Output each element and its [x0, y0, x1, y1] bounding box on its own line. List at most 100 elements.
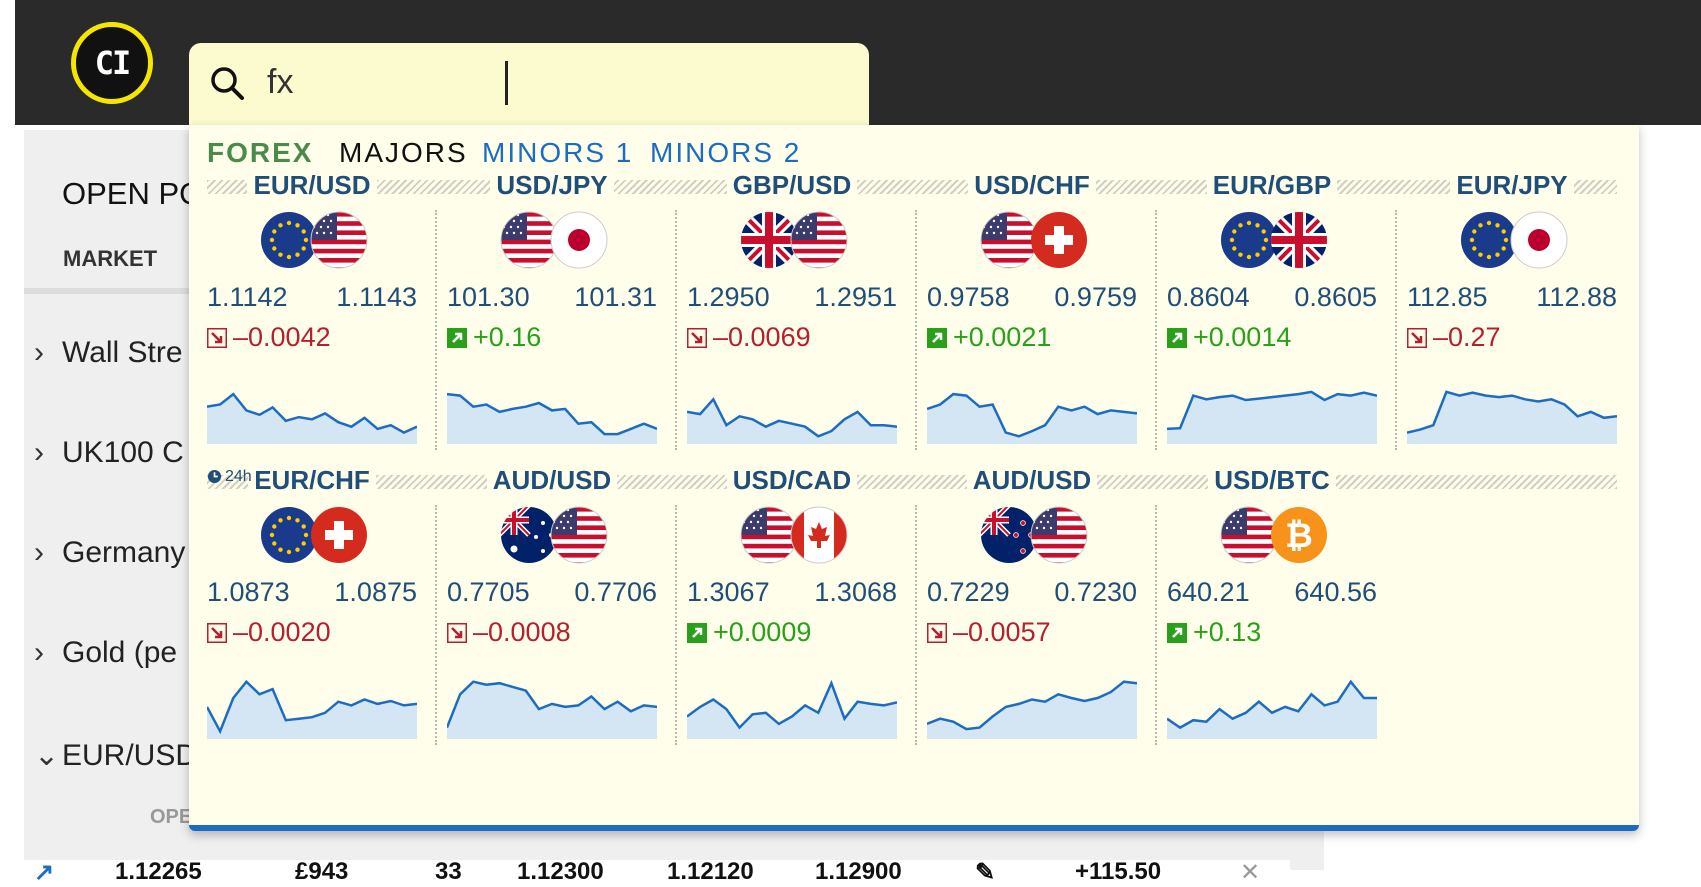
sparkline-area: [1167, 681, 1377, 739]
ask-price[interactable]: 1.1143: [336, 282, 417, 312]
sparkline-chart: [1167, 390, 1377, 444]
market-card[interactable]: 1.0873 1.0875 –0.0020: [207, 505, 417, 745]
hatch-divider: [207, 180, 1617, 194]
position-row[interactable]: › Gold (pe: [34, 636, 178, 669]
sparkline-chart: [447, 392, 657, 444]
market-name[interactable]: AUD/USD: [927, 465, 1137, 496]
sparkline-chart: [927, 680, 1137, 739]
ask-price[interactable]: 0.9759: [1054, 282, 1137, 312]
currency-flags: [979, 505, 1089, 565]
tab-forex[interactable]: FOREX: [207, 137, 314, 168]
tab-majors[interactable]: MAJORS: [339, 137, 468, 168]
market-name[interactable]: USD/CHF: [927, 170, 1137, 201]
uk-flag-icon: [1269, 210, 1329, 270]
ask-price[interactable]: 1.3068: [814, 577, 897, 607]
market-name-label: EUR/CHF: [248, 465, 376, 495]
edit-icon[interactable]: ✎: [975, 859, 996, 886]
tab-minors-2[interactable]: MINORS 2: [650, 137, 802, 168]
column-header-market: MARKET: [63, 246, 158, 271]
sparkline-area: [207, 394, 417, 444]
ask-price[interactable]: 0.7706: [574, 577, 657, 607]
price-change: –0.0057: [927, 617, 1051, 648]
position-row-expanded[interactable]: ⌄EUR/USD: [34, 739, 198, 772]
ask-price[interactable]: 1.0875: [334, 577, 417, 607]
us-flag-icon: [549, 505, 609, 565]
bid-price[interactable]: 1.3067: [687, 577, 770, 607]
market-card[interactable]: 640.21 640.56 +0.13: [1155, 505, 1377, 745]
market-name[interactable]: USD/BTC: [1167, 465, 1377, 496]
tab-minors-1[interactable]: MINORS 1: [482, 137, 634, 168]
sparkline-chart: [447, 680, 657, 739]
trend-up-icon: [1167, 328, 1187, 348]
position-row[interactable]: › UK100 C: [34, 436, 184, 469]
chevron-right-icon: ›: [34, 436, 44, 469]
market-card[interactable]: 0.8604 0.8605 +0.0014: [1155, 210, 1377, 450]
change-value: +0.0014: [1193, 322, 1292, 352]
chevron-right-icon: ›: [34, 636, 44, 669]
trend-up-icon: [1167, 623, 1187, 643]
bid-price[interactable]: 0.7229: [927, 577, 1010, 607]
bid-price[interactable]: 0.8604: [1167, 282, 1250, 312]
market-card[interactable]: 112.85 112.88 –0.27: [1395, 210, 1617, 450]
market-name[interactable]: GBP/USD: [687, 170, 897, 201]
market-name-label: EUR/USD: [247, 170, 377, 200]
bid-price[interactable]: 0.7705: [447, 577, 530, 607]
currency-flags: [259, 210, 369, 270]
search-box[interactable]: [189, 43, 869, 125]
search-input[interactable]: [267, 59, 827, 105]
sparkline-area: [927, 681, 1137, 739]
bid-price[interactable]: 1.0873: [207, 577, 290, 607]
market-name[interactable]: AUD/USD: [447, 465, 657, 496]
trend-down-icon: [927, 623, 947, 643]
market-card[interactable]: 1.1142 1.1143 –0.0042: [207, 210, 417, 450]
us-flag-icon: [1029, 505, 1089, 565]
market-card[interactable]: 101.30 101.31 +0.16: [435, 210, 657, 450]
price-change: +0.16: [447, 322, 541, 353]
sparkline-area: [1167, 391, 1377, 444]
ask-price[interactable]: 101.31: [574, 282, 657, 312]
change-value: +0.0021: [953, 322, 1052, 352]
market-name-label: USD/BTC: [1208, 465, 1336, 495]
position-row[interactable]: › Wall Stre: [34, 336, 183, 369]
bid-price[interactable]: 0.9758: [927, 282, 1010, 312]
market-card[interactable]: 0.9758 0.9759 +0.0021: [915, 210, 1137, 450]
market-name[interactable]: EUR/CHF: [207, 465, 417, 496]
market-name[interactable]: EUR/USD: [207, 170, 417, 201]
trend-up-icon: [927, 328, 947, 348]
ask-price[interactable]: 112.88: [1536, 282, 1617, 312]
close-icon[interactable]: ✕: [1240, 859, 1261, 886]
market-name[interactable]: USD/JPY: [447, 170, 657, 201]
change-value: –0.0008: [473, 617, 571, 647]
sparkline-chart: [1167, 679, 1377, 739]
market-row-header: [207, 465, 1617, 495]
bid-price[interactable]: 101.30: [447, 282, 530, 312]
market-name[interactable]: EUR/JPY: [1407, 170, 1617, 201]
change-value: –0.0020: [233, 617, 331, 647]
app-logo[interactable]: CI: [71, 22, 153, 104]
trend-down-icon: [1407, 328, 1427, 348]
trade-row-bg: [24, 860, 1290, 880]
bid-price[interactable]: 112.85: [1407, 282, 1488, 312]
market-card[interactable]: 1.3067 1.3068 +0.0009: [675, 505, 897, 745]
market-name[interactable]: EUR/GBP: [1167, 170, 1377, 201]
bid-price[interactable]: 1.2950: [687, 282, 770, 312]
trend-down-icon: [207, 328, 227, 348]
ask-price[interactable]: 640.56: [1294, 577, 1377, 607]
bid-price[interactable]: 640.21: [1167, 577, 1250, 607]
trade-stake: £943: [295, 858, 349, 885]
sparkline-line: [207, 392, 417, 434]
ask-price[interactable]: 1.2951: [814, 282, 897, 312]
price-change: –0.27: [1407, 322, 1501, 353]
ask-price[interactable]: 0.8605: [1294, 282, 1377, 312]
sparkline-area: [927, 394, 1137, 444]
sparkline-line: [447, 680, 657, 729]
market-card[interactable]: 1.2950 1.2951 –0.0069: [675, 210, 897, 450]
ask-price[interactable]: 0.7230: [1054, 577, 1137, 607]
market-card[interactable]: 0.7705 0.7706 –0.0008: [435, 505, 657, 745]
position-row[interactable]: › Germany: [34, 536, 186, 569]
sparkline-line: [447, 392, 657, 436]
sparkline-line: [1167, 679, 1377, 730]
bid-price[interactable]: 1.1142: [207, 282, 288, 312]
market-name[interactable]: USD/CAD: [687, 465, 897, 496]
market-card[interactable]: 0.7229 0.7230 –0.0057: [915, 505, 1137, 745]
